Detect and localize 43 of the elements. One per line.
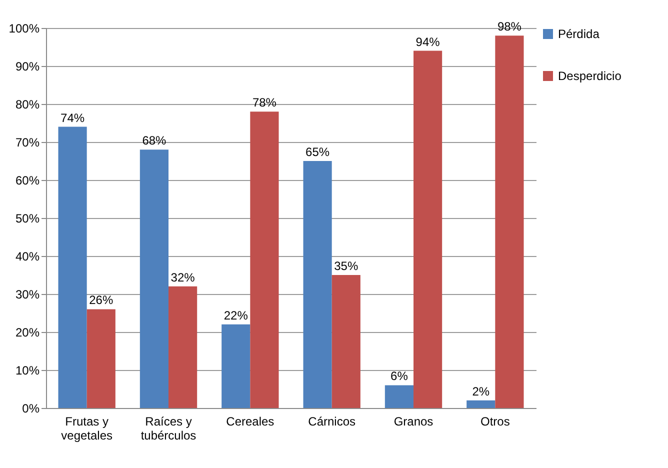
x-tick-label: Raíces y tubérculos [140, 414, 196, 442]
y-tick-label: 30% [15, 288, 40, 302]
data-label: 94% [416, 34, 440, 49]
y-tick-label: 10% [15, 364, 40, 378]
y-tick-label: 0% [22, 402, 40, 416]
bar [495, 36, 524, 408]
bar [414, 50, 442, 408]
x-tick-label: Frutas y vegetales [61, 414, 113, 442]
data-label: 65% [306, 145, 330, 159]
y-tick-label: 50% [15, 212, 40, 226]
data-label: 35% [334, 259, 358, 273]
bar [140, 150, 168, 408]
data-label: 98% [497, 20, 522, 34]
bar [466, 400, 496, 408]
data-label: 6% [390, 369, 408, 384]
data-label: 78% [252, 96, 277, 110]
bar [384, 385, 414, 408]
legend-label: Pérdida [558, 27, 600, 41]
bar [168, 286, 198, 408]
bar [222, 324, 250, 408]
bar [332, 275, 360, 408]
x-tick-label: Cereales [226, 414, 274, 428]
bar [303, 161, 332, 408]
bar [250, 112, 279, 408]
y-tick-label: 100% [8, 22, 40, 36]
y-tick-label: 70% [15, 136, 40, 150]
data-label: 68% [142, 134, 167, 148]
x-tick-label: Granos [394, 414, 434, 428]
legend-label: Desperdicio [558, 69, 622, 83]
y-tick-label: 60% [15, 174, 40, 188]
data-label: 2% [472, 384, 490, 398]
bar [58, 126, 87, 408]
y-tick-label: 20% [15, 326, 40, 340]
x-tick-label: Otros [480, 414, 510, 428]
bar [86, 309, 116, 408]
data-label: 32% [170, 270, 196, 284]
y-tick-label: 90% [15, 60, 40, 74]
data-label: 26% [89, 293, 114, 308]
x-tick-label: Cárnicos [308, 414, 356, 428]
data-label: 74% [60, 110, 85, 125]
data-label: 22% [224, 308, 248, 322]
y-tick-label: 40% [15, 250, 40, 264]
y-tick-label: 80% [15, 98, 40, 112]
